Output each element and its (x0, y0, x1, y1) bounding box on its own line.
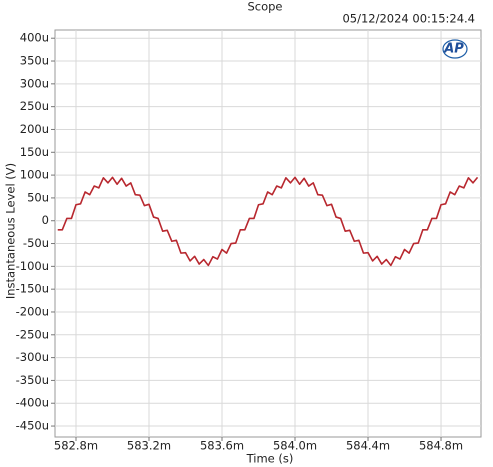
x-axis-label: Time (s) (246, 452, 294, 466)
y-tick-label: 250u (20, 99, 49, 113)
logo-ring (442, 39, 468, 59)
y-tick-label: 150u (20, 145, 49, 159)
y-tick-label: -350u (16, 373, 49, 387)
series-line (57, 176, 479, 267)
y-tick-label: -300u (16, 350, 49, 364)
x-tick-label: 584.0m (273, 439, 317, 453)
x-tick-label: 584.8m (419, 439, 463, 453)
y-tick-label: -250u (16, 327, 49, 341)
y-axis-label: Instantaneous Level (V) (4, 163, 18, 299)
y-tick-label: -50u (23, 236, 49, 250)
y-tick-label: -400u (16, 396, 49, 410)
chart-title: Scope (247, 0, 282, 14)
logo-text: AP (443, 42, 464, 57)
y-tick-label: 100u (20, 168, 49, 182)
y-tick-label: 400u (20, 31, 49, 45)
y-tick-label: 0 (42, 213, 49, 227)
x-tick-label: 582.8m (54, 439, 98, 453)
y-tick-label: -450u (16, 419, 49, 433)
y-tick-label: 350u (20, 54, 49, 68)
y-tick-label: 200u (20, 122, 49, 136)
y-tick-label: 50u (27, 190, 49, 204)
logo: AP (442, 39, 468, 59)
plot-area (54, 29, 482, 438)
y-tick-label: -200u (16, 304, 49, 318)
x-tick-label: 583.2m (127, 439, 171, 453)
series-layer (57, 176, 479, 267)
x-tick-label: 583.6m (200, 439, 244, 453)
y-tick-label: 300u (20, 76, 49, 90)
y-tick-label: -100u (16, 259, 49, 273)
timestamp: 05/12/2024 00:15:24.4 (342, 12, 475, 26)
x-tick-label: 584.4m (346, 439, 390, 453)
grid (55, 30, 481, 437)
y-tick-label: -150u (16, 282, 49, 296)
